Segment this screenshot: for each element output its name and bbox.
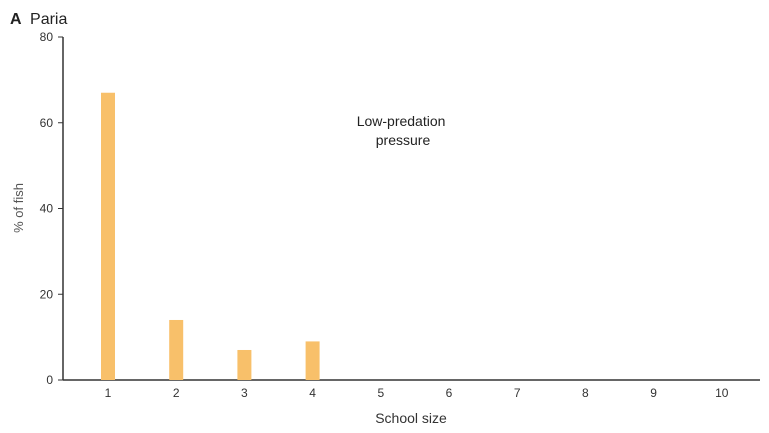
y-tick-label: 60: [40, 116, 54, 130]
y-axis-label: % of fish: [11, 183, 26, 233]
annotation: Low-predation pressure: [357, 113, 450, 148]
panel-letter: A: [10, 11, 22, 28]
x-tick-label: 9: [650, 386, 657, 400]
panel-title: A Paria: [10, 11, 67, 28]
bar: [101, 92, 115, 381]
bar: [305, 341, 320, 380]
x-tick-label: 5: [377, 386, 384, 400]
y-tick-label: 20: [40, 287, 54, 301]
x-tick-label: 7: [514, 386, 521, 400]
bar: [169, 319, 184, 380]
x-tick-group: 1 2 3 4 5 6 7 8 9 10: [105, 386, 729, 400]
y-tick-label: 40: [40, 202, 54, 216]
y-tick-label: 80: [40, 30, 54, 44]
bar: [237, 349, 252, 380]
x-tick-label: 4: [309, 386, 316, 400]
panel-title-text: Paria: [30, 11, 67, 28]
annotation-line-2: pressure: [376, 132, 431, 148]
x-tick-label: 1: [105, 386, 112, 400]
x-tick-label: 2: [173, 386, 180, 400]
x-tick-label: 10: [715, 386, 729, 400]
x-tick-label: 3: [241, 386, 248, 400]
y-tick-label: 0: [46, 373, 53, 387]
x-tick-label: 8: [582, 386, 589, 400]
bar-group: [101, 92, 320, 381]
annotation-line-1: Low-predation: [357, 113, 446, 129]
x-axis-label: School size: [375, 410, 447, 426]
x-tick-label: 6: [446, 386, 453, 400]
y-tick-group: 0 20 40 60 80: [40, 30, 63, 387]
